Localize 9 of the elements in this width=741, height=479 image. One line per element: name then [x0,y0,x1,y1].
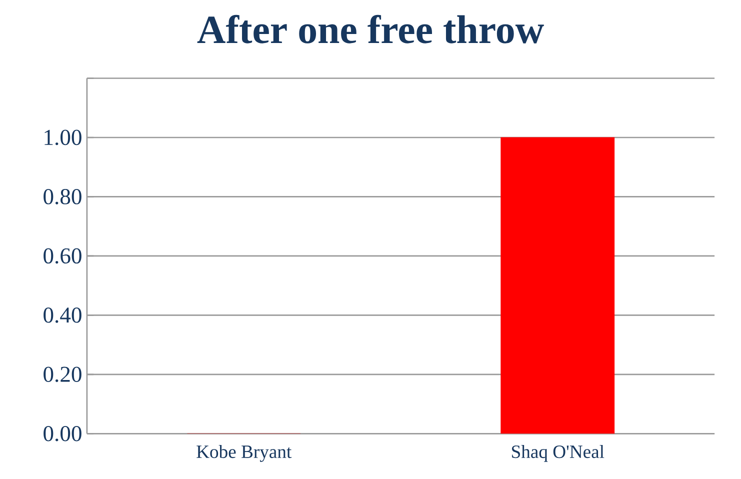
chart-title: After one free throw [197,14,544,44]
y-tick-label: 0.00 [44,426,82,442]
y-tick-label: 0.40 [44,308,82,323]
y-tick-label: 0.20 [44,366,82,382]
y-tick-label: 1.00 [44,130,82,146]
y-tick-label: 0.80 [44,189,82,204]
y-tick-label: 0.60 [44,248,82,264]
x-tick-label: Kobe Bryant [196,444,292,462]
x-tick-label: Shaq O'Neal [512,444,604,462]
